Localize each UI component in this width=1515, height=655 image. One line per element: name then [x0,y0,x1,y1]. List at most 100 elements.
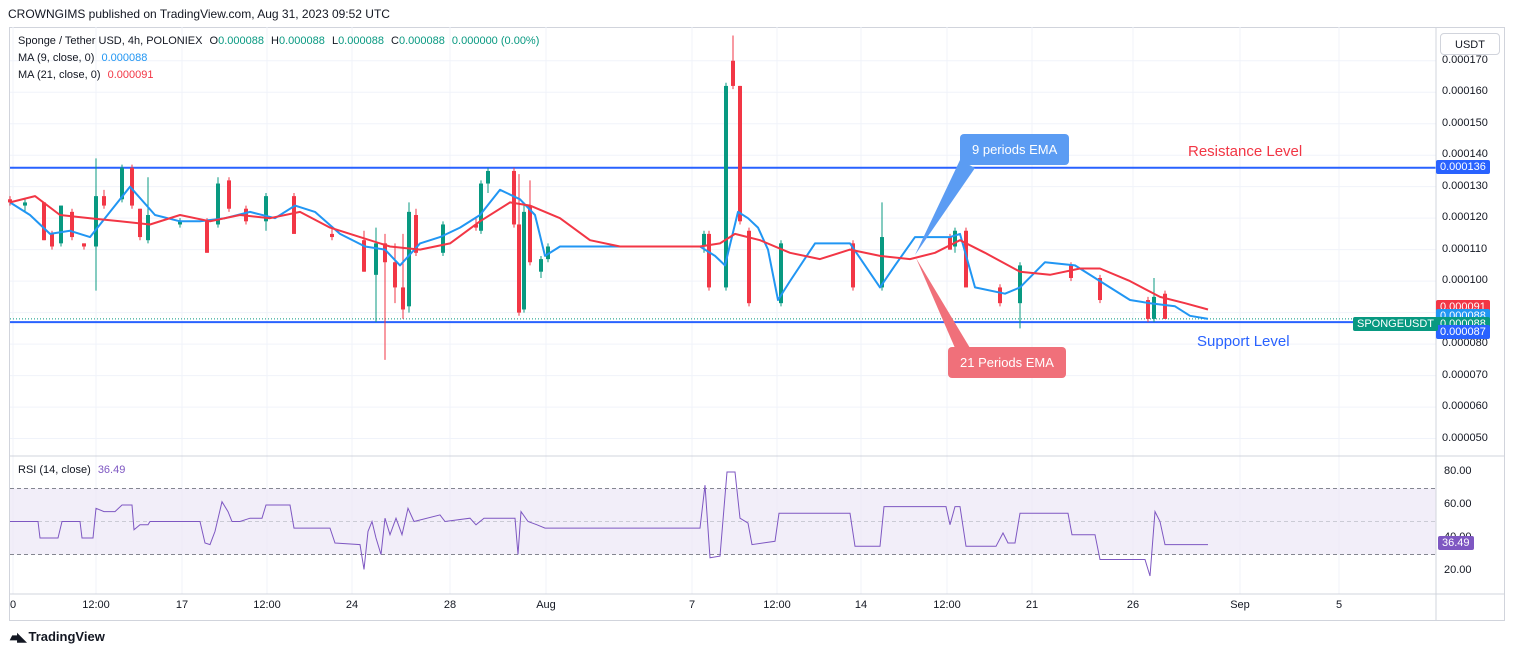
ma21-label: MA (21, close, 0) [18,69,101,81]
ema9-callout[interactable]: 9 periods EMA [960,134,1070,165]
candle-body [731,60,735,86]
candle-body [374,243,378,275]
levels-layer [10,166,1436,324]
candle-body [953,230,957,247]
candle-body [880,237,884,288]
candle-body [707,233,711,288]
close-key: C [391,35,399,47]
rsi-label: RSI (14, close) [18,464,91,476]
ma9-line [9,185,1209,320]
candle-body [70,211,74,238]
candle-body [522,211,526,310]
candle-body [724,85,728,288]
candle-body [42,202,46,241]
candle-body [130,167,134,206]
time-tick: 21 [1025,599,1039,611]
candle-body [1163,293,1167,319]
candle-body [23,202,27,206]
candle-body [146,215,150,241]
price-tick: 0.000080 [1442,337,1488,350]
candle-body [479,183,483,231]
high-value: 0.000088 [278,35,325,47]
candle-body [102,196,106,206]
candle-body [474,224,478,228]
low-value: 0.000088 [338,35,384,47]
candle-body [1152,296,1156,319]
candle-body [546,246,550,260]
candle-body [94,196,98,247]
candle-body [1069,265,1073,278]
candle-body [8,199,12,203]
price-tick: 0.000170 [1442,53,1488,66]
chart-frame [9,27,1505,621]
time-tick: 17 [175,599,189,611]
time-tick: Sep [1230,599,1250,611]
time-tick: 7 [688,599,696,611]
candle-body [59,205,63,244]
rsi-legend-value: 36.49 [97,464,126,476]
candle-body [441,224,445,253]
price-tick: 0.000050 [1442,431,1488,444]
time-tick: 28 [443,599,457,611]
support-level-label: Support Level [1197,333,1290,350]
ema21-callout[interactable]: 21 Periods EMA [948,347,1066,378]
high-key: H [271,35,279,47]
candle-body [964,230,968,288]
price-tick: 0.000070 [1442,368,1488,381]
price-tag: 0.000087 [1436,325,1490,340]
candle-body [383,243,387,263]
time-tick: 5 [1335,599,1343,611]
price-tick: 0.000060 [1442,400,1488,413]
candle-body [528,205,532,263]
open-value: 0.000088 [218,35,264,47]
candle-body [362,240,366,272]
candle-body [998,287,1002,304]
candle-body [517,224,521,313]
resistance-level-label: Resistance Level [1188,143,1303,160]
time-tick: 12:00 [763,599,791,611]
ma21-value: 0.000091 [107,69,154,81]
currency-button[interactable]: USDT [1440,33,1500,55]
candle-body [82,243,86,247]
candle-body [407,211,411,307]
ema9-callout-pointer [915,160,975,255]
symbol-legend[interactable]: Sponge / Tether USD, 4h, POLONIEX O0.000… [18,35,539,47]
rsi-legend[interactable]: RSI (14, close) 36.49 [18,464,125,476]
candle-body [401,287,405,310]
price-tick: 0.000120 [1442,211,1488,224]
symbol-price-tag: SPONGEUSDT [1353,317,1439,332]
candle-body [779,243,783,304]
candle-body [1098,277,1102,301]
time-tick: 12:00 [933,599,961,611]
time-tick: 12:00 [82,599,110,611]
ma9-value: 0.000088 [101,52,148,64]
candle-body [292,196,296,234]
candle-body [1146,300,1150,319]
candle-body [747,230,751,304]
candle-body [1018,265,1022,304]
ma9-legend[interactable]: MA (9, close, 0) 0.000088 [18,52,147,64]
ma21-legend[interactable]: MA (21, close, 0) 0.000091 [18,69,154,81]
price-tick: 0.000130 [1442,179,1488,192]
time-tick: 0 [9,599,17,611]
tradingview-wordmark: TradingView [28,629,105,644]
candle-body [539,259,543,272]
tradingview-logo[interactable]: ▰◣ TradingView [10,629,105,644]
rsi-tick: 80.00 [1444,465,1472,477]
price-tick: 0.000110 [1442,242,1488,255]
price-tick: 0.000160 [1442,85,1488,98]
candle-body [851,243,855,288]
candle-body [178,221,182,225]
rsi-tick: 20.00 [1444,564,1472,576]
rsi-value-tag: 36.49 [1438,535,1474,550]
candle-body [264,196,268,222]
time-tick: 14 [854,599,868,611]
candle-body [948,237,952,250]
change-value: 0.000000 (0.00%) [451,35,540,47]
time-tick: 26 [1126,599,1140,611]
price-tick: 0.000150 [1442,116,1488,129]
candle-body [702,233,706,247]
callouts-layer [915,160,975,348]
candle-body [512,170,516,225]
